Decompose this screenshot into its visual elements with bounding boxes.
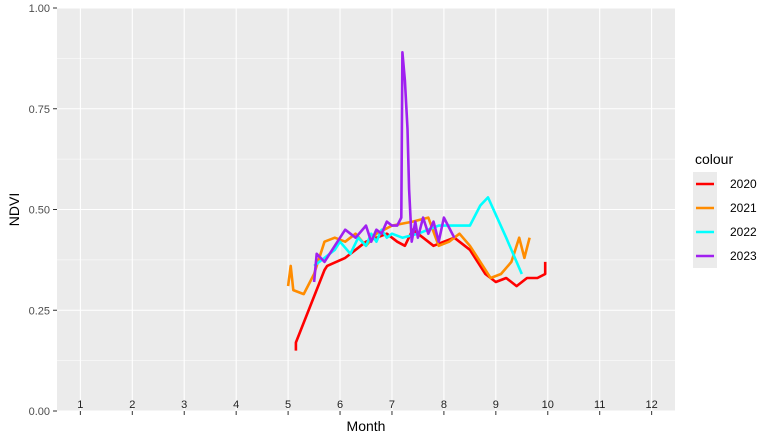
legend-label-2022: 2022 <box>730 225 757 239</box>
x-axis-title: Month <box>347 418 386 434</box>
minor-gridlines <box>57 58 675 361</box>
major-gridlines <box>57 7 675 412</box>
x-tick-label: 6 <box>337 399 343 411</box>
y-tick-label: 0.00 <box>29 406 50 418</box>
y-tick-label: 0.25 <box>29 305 50 317</box>
x-tick-label: 3 <box>181 399 187 411</box>
legend-label-2021: 2021 <box>730 201 757 215</box>
x-tick-label: 1 <box>77 399 83 411</box>
legend: colour 2020 2021 2022 2023 <box>693 151 757 268</box>
y-tick-label: 0.75 <box>29 104 50 116</box>
x-axis: 1 2 3 4 5 6 7 8 9 10 11 12 <box>77 399 658 415</box>
x-tick-label: 7 <box>389 399 395 411</box>
y-axis-title: NDVI <box>6 193 22 226</box>
x-tick-label: 12 <box>646 399 658 411</box>
x-tick-label: 10 <box>542 399 554 411</box>
x-tick-label: 2 <box>129 399 135 411</box>
series-line-2022 <box>313 196 523 275</box>
x-tick-label: 9 <box>493 399 499 411</box>
legend-label-2020: 2020 <box>730 177 757 191</box>
x-tick-label: 11 <box>594 399 605 411</box>
series-layer <box>286 50 547 351</box>
legend-label-2023: 2023 <box>730 249 757 263</box>
x-tick-label: 5 <box>285 399 291 411</box>
y-tick-label: 1.00 <box>29 3 50 15</box>
legend-title: colour <box>695 151 733 167</box>
series-line-2023 <box>312 50 456 283</box>
x-tick-label: 8 <box>441 399 447 411</box>
y-axis: 0.00 0.25 0.50 0.75 1.00 <box>29 3 57 418</box>
x-tick-label: 4 <box>233 399 239 411</box>
series-line-2020 <box>294 228 547 351</box>
y-tick-label: 0.50 <box>29 205 50 217</box>
